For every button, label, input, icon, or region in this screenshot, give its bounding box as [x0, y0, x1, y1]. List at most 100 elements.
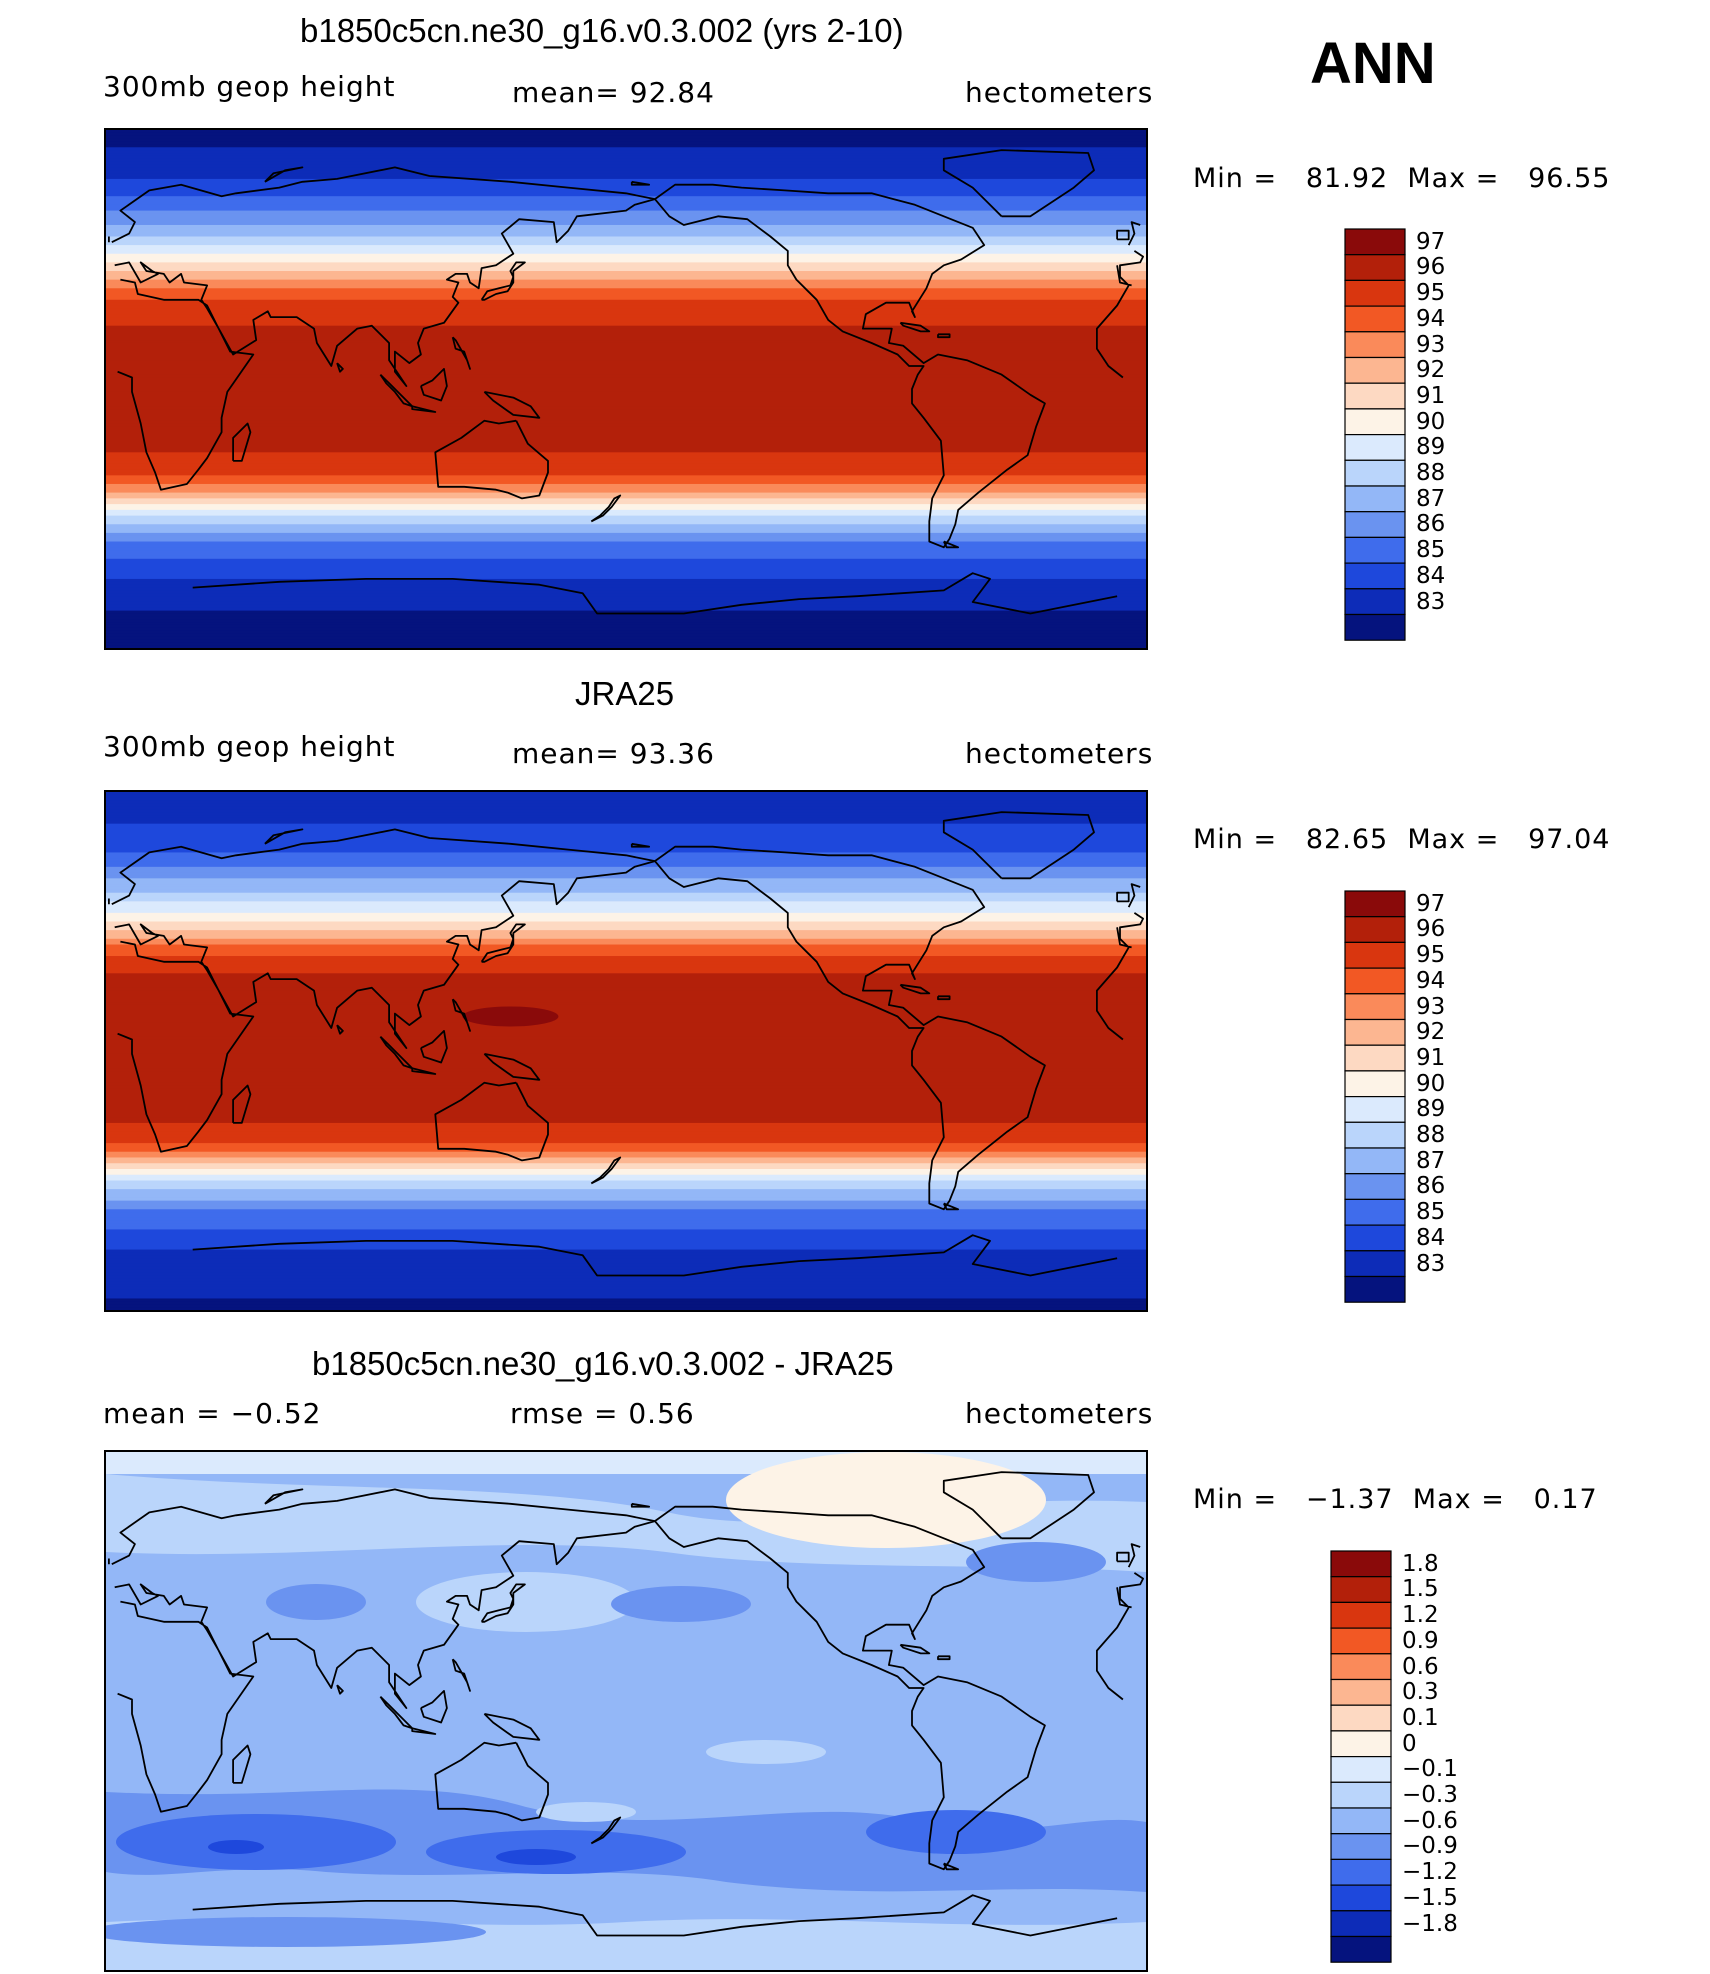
- panel-3-mean-label: mean = −0.52: [103, 1397, 322, 1430]
- contour-band: [106, 285, 1146, 289]
- coastline: [480, 261, 526, 301]
- contour-band: [106, 809, 1146, 813]
- contour-band: [106, 1111, 1146, 1115]
- contour-band: [106, 806, 1146, 810]
- contour-band: [106, 302, 1146, 307]
- contour-band: [106, 196, 1146, 200]
- contour-band: [106, 1085, 1146, 1090]
- contour-band: [106, 838, 1146, 842]
- coastline: [1116, 891, 1130, 903]
- contour-band: [106, 250, 1146, 255]
- colorbar-box: [1344, 1070, 1406, 1098]
- colorbar-box: [1330, 1807, 1392, 1835]
- contour-band: [106, 504, 1146, 508]
- contour-band: [106, 164, 1146, 169]
- contour-band: [106, 268, 1146, 272]
- contour-band: [106, 1108, 1146, 1113]
- contour-band: [106, 351, 1146, 356]
- contour-band: [106, 524, 1146, 528]
- season-label: ANN: [1310, 31, 1436, 96]
- contour-band: [106, 532, 1146, 537]
- contour-band: [106, 1200, 1146, 1205]
- colorbar-box: [1330, 1935, 1392, 1963]
- contour-band: [106, 337, 1146, 341]
- contour-band: [106, 935, 1146, 940]
- contour-band: [106, 1215, 1146, 1219]
- colorbar-tick-label: 87: [1416, 1147, 1446, 1174]
- panel-1-min-value: 81.92: [1305, 163, 1389, 194]
- contour-band: [106, 446, 1146, 451]
- contour-band: [106, 840, 1146, 845]
- contour-band: [106, 472, 1146, 476]
- contour-band: [106, 409, 1146, 413]
- contour-band: [106, 889, 1146, 894]
- panel-1-colorbar: 97 96 95 94 93 92 91 90 89 88 87 86 85 84 83: [1344, 228, 1484, 647]
- colorbar-box: [1330, 1550, 1392, 1578]
- contour-band: [106, 855, 1146, 859]
- colorbar-tick-label: 92: [1416, 1019, 1446, 1046]
- colorbar-box: [1344, 279, 1406, 307]
- contour-band: [106, 976, 1146, 980]
- contour-band: [106, 478, 1146, 482]
- colorbar-tick-label: 85: [1416, 1199, 1446, 1226]
- contour-band: [106, 135, 1146, 140]
- contour-band: [106, 843, 1146, 848]
- contour-band: [106, 984, 1146, 989]
- colorbar-box: [1330, 1910, 1392, 1938]
- contour-band: [106, 993, 1146, 997]
- contour-band: [106, 633, 1146, 638]
- contour-region: [611, 1586, 751, 1622]
- coastline: [590, 1816, 622, 1845]
- colorbar-tick-label: 95: [1416, 942, 1446, 969]
- contour-band: [106, 1269, 1146, 1274]
- colorbar-tick-label: −0.9: [1402, 1833, 1458, 1860]
- contour-band: [106, 846, 1146, 851]
- colorbar-tick-label: 94: [1416, 305, 1446, 332]
- contour-band: [106, 276, 1146, 281]
- contour-band: [106, 973, 1146, 977]
- contour-band: [106, 953, 1146, 957]
- coastline: [420, 368, 448, 402]
- panel-3-rmse-label: rmse = 0.56: [510, 1397, 695, 1430]
- contour-band: [106, 1168, 1146, 1173]
- colorbar-box: [1344, 993, 1406, 1021]
- coastline: [630, 1502, 650, 1508]
- colorbar-box: [1330, 1884, 1392, 1912]
- colorbar-tick-label: 97: [1416, 228, 1446, 255]
- contour-band: [106, 1246, 1146, 1251]
- colorbar-tick-label: 87: [1416, 485, 1446, 512]
- contour-band: [106, 311, 1146, 315]
- contour-band: [106, 1068, 1146, 1072]
- contour-band: [106, 521, 1146, 525]
- coastline: [654, 183, 1046, 549]
- contour-band: [106, 492, 1146, 497]
- coastlines: [108, 149, 1144, 615]
- contour-band: [106, 829, 1146, 833]
- contour-band: [106, 501, 1146, 505]
- contour-band: [106, 979, 1146, 983]
- contour-band: [106, 535, 1146, 540]
- contour-band: [106, 452, 1146, 456]
- panel-3-min-label: Min =: [1193, 1484, 1278, 1515]
- coastline: [899, 1643, 931, 1655]
- panel-3-minmax: Min = −1.37 Max = 0.17: [1193, 1484, 1598, 1515]
- colorbar-box: [1344, 967, 1406, 995]
- contour-band: [106, 481, 1146, 485]
- contour-band: [106, 872, 1146, 877]
- contour-band: [106, 348, 1146, 353]
- contour-band: [106, 506, 1146, 511]
- contour-band: [106, 1048, 1146, 1052]
- coastline: [480, 923, 526, 963]
- contour-band: [106, 570, 1146, 574]
- coastline: [264, 166, 304, 183]
- contour-band: [106, 933, 1146, 937]
- contour-band: [106, 299, 1146, 304]
- contour-band: [106, 383, 1146, 387]
- contour-band: [106, 1235, 1146, 1239]
- contour-band: [106, 1030, 1146, 1035]
- colorbar-tick-label: 84: [1416, 1224, 1446, 1251]
- contour-band: [106, 823, 1146, 828]
- panel-3-units-label: hectometers: [965, 1397, 1154, 1430]
- contour-band: [106, 340, 1146, 344]
- contour-band: [106, 584, 1146, 589]
